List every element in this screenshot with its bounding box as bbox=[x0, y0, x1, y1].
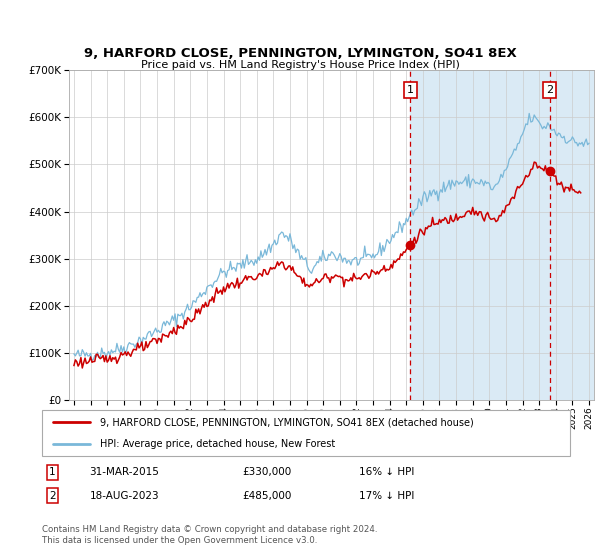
Text: 2: 2 bbox=[546, 85, 553, 95]
Text: 31-MAR-2015: 31-MAR-2015 bbox=[89, 467, 160, 477]
Text: 9, HARFORD CLOSE, PENNINGTON, LYMINGTON, SO41 8EX: 9, HARFORD CLOSE, PENNINGTON, LYMINGTON,… bbox=[83, 47, 517, 60]
Text: 9, HARFORD CLOSE, PENNINGTON, LYMINGTON, SO41 8EX (detached house): 9, HARFORD CLOSE, PENNINGTON, LYMINGTON,… bbox=[100, 417, 474, 427]
Text: 1: 1 bbox=[49, 467, 56, 477]
Text: Contains HM Land Registry data © Crown copyright and database right 2024.
This d: Contains HM Land Registry data © Crown c… bbox=[42, 525, 377, 545]
Text: 17% ↓ HPI: 17% ↓ HPI bbox=[359, 491, 414, 501]
Text: 1: 1 bbox=[407, 85, 414, 95]
Text: HPI: Average price, detached house, New Forest: HPI: Average price, detached house, New … bbox=[100, 439, 335, 449]
Text: 2: 2 bbox=[49, 491, 56, 501]
Text: 18-AUG-2023: 18-AUG-2023 bbox=[89, 491, 159, 501]
FancyBboxPatch shape bbox=[42, 410, 570, 456]
Text: Price paid vs. HM Land Registry's House Price Index (HPI): Price paid vs. HM Land Registry's House … bbox=[140, 60, 460, 70]
Bar bbox=[410, 70, 550, 400]
Text: 16% ↓ HPI: 16% ↓ HPI bbox=[359, 467, 414, 477]
Bar bbox=[550, 70, 594, 400]
Text: £485,000: £485,000 bbox=[242, 491, 292, 501]
Text: £330,000: £330,000 bbox=[242, 467, 292, 477]
